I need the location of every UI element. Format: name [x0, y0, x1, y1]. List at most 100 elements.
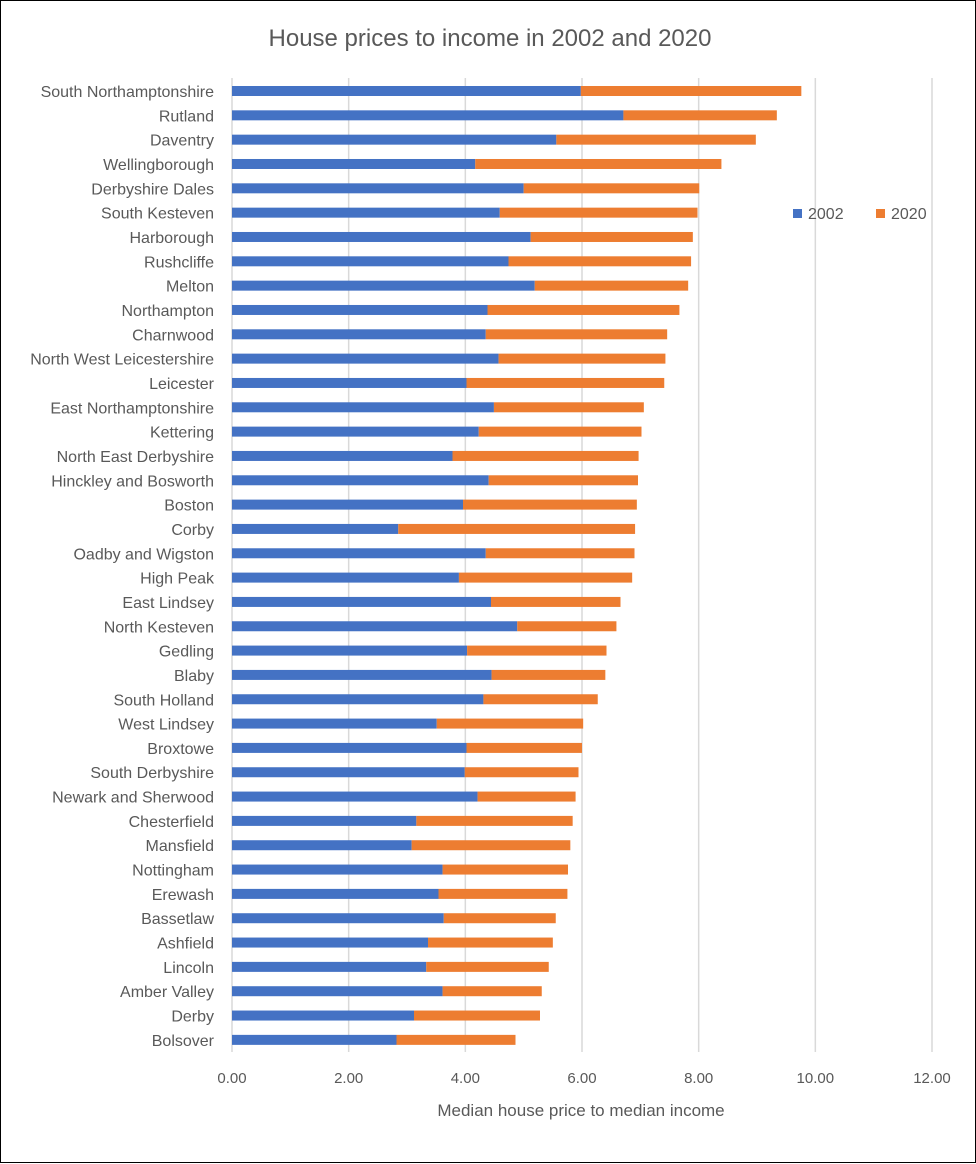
category-label: Derby	[171, 1009, 214, 1026]
bar-2002	[232, 183, 524, 194]
bar-2002	[232, 158, 476, 169]
bar-2020	[534, 280, 689, 291]
x-tick-label: 0.00	[217, 1070, 246, 1087]
category-label: Charnwood	[132, 327, 214, 344]
category-label: South Northamptonshire	[41, 84, 215, 101]
bar-2020	[463, 499, 637, 510]
bar-2020	[442, 864, 568, 875]
bar-2020	[477, 791, 576, 802]
bar-2020	[428, 937, 553, 948]
x-tick-label: 2.00	[334, 1070, 363, 1087]
bar-2002	[232, 110, 624, 121]
bar-2020	[398, 523, 636, 534]
bar-2002	[232, 329, 486, 340]
bar-2020	[426, 961, 549, 972]
bar-2020	[623, 110, 777, 121]
category-label: Nottingham	[132, 863, 214, 880]
bar-2002	[232, 256, 509, 267]
category-label: Gedling	[159, 644, 214, 661]
category-label: South Derbyshire	[90, 765, 214, 782]
bar-2020	[487, 304, 680, 315]
category-label: West Lindsey	[118, 717, 214, 734]
bar-2020	[483, 694, 598, 705]
bar-2020	[458, 572, 633, 583]
bar-2002	[232, 134, 557, 145]
bar-2002	[232, 840, 412, 851]
category-label: North Kesteven	[104, 619, 214, 636]
bar-2002	[232, 499, 463, 510]
category-label: North West Leicestershire	[30, 352, 214, 369]
x-tick-label: 10.00	[797, 1070, 835, 1087]
category-label: Daventry	[150, 133, 214, 150]
bar-2002	[232, 937, 428, 948]
bars	[232, 86, 802, 1045]
category-label: Boston	[164, 498, 214, 515]
x-tick-label: 8.00	[684, 1070, 713, 1087]
category-label: Blaby	[174, 668, 214, 685]
category-label: Bassetlaw	[141, 911, 214, 928]
bar-2020	[443, 913, 556, 924]
x-tick-label: 12.00	[913, 1070, 951, 1087]
bar-2020	[411, 840, 571, 851]
category-label: Ashfield	[157, 936, 214, 953]
bar-2002	[232, 426, 479, 437]
bar-2020	[498, 353, 666, 364]
category-label: Lincoln	[163, 960, 214, 977]
bar-2020	[466, 377, 665, 388]
category-label: East Northamptonshire	[50, 400, 214, 417]
bar-2020	[488, 475, 638, 486]
legend: 2002 2020	[793, 206, 927, 223]
bar-2020	[438, 888, 568, 899]
bar-2002	[232, 986, 443, 997]
x-tick-labels: 0.00 2.00 4.00 6.00 8.00 10.00 12.00	[217, 1070, 950, 1087]
category-label: Rushcliffe	[144, 254, 214, 271]
category-label: Northampton	[122, 303, 215, 320]
bar-2020	[517, 621, 617, 632]
bar-2020	[485, 548, 635, 559]
bar-2020	[523, 183, 700, 194]
bar-2020	[530, 231, 693, 242]
bar-2002	[232, 353, 499, 364]
legend-label: 2020	[891, 206, 927, 223]
bar-2002	[232, 402, 494, 413]
bar-2020	[491, 669, 606, 680]
x-tick-label: 4.00	[451, 1070, 480, 1087]
category-label: Oadby and Wigston	[73, 546, 214, 563]
chart-title: House prices to income in 2002 and 2020	[269, 25, 712, 52]
category-label: Newark and Sherwood	[52, 790, 214, 807]
bar-2020	[452, 450, 639, 461]
bar-2002	[232, 888, 439, 899]
bar-2002	[232, 86, 581, 96]
category-label: North East Derbyshire	[57, 449, 214, 466]
bar-2002	[232, 572, 459, 583]
category-label: Erewash	[152, 887, 214, 904]
category-label: Melton	[166, 279, 214, 296]
category-label: Wellingborough	[103, 157, 214, 174]
x-tick-label: 6.00	[567, 1070, 596, 1087]
bar-2020	[466, 742, 582, 753]
bar-2020	[499, 207, 698, 218]
category-label: Hinckley and Bosworth	[51, 473, 214, 490]
bar-2002	[232, 621, 518, 632]
bar-2020	[467, 645, 607, 656]
category-label: Broxtowe	[147, 741, 214, 758]
bar-2002	[232, 475, 489, 486]
bar-2002	[232, 1010, 414, 1021]
bar-2020	[580, 86, 802, 96]
bar-2002	[232, 1034, 397, 1045]
category-label: High Peak	[140, 571, 215, 588]
category-labels: South Northamptonshire Rutland Daventry Wel…	[30, 84, 215, 1050]
bar-2002	[232, 304, 488, 315]
bar-2002	[232, 694, 484, 705]
bar-2020	[414, 1010, 540, 1021]
bar-2002	[232, 596, 491, 607]
category-label: Mansfield	[146, 838, 214, 855]
bar-2002	[232, 548, 486, 559]
legend-swatch	[876, 209, 885, 218]
bar-2020	[556, 134, 756, 145]
category-label: Harborough	[130, 230, 215, 247]
x-axis-title: Median house price to median income	[437, 1101, 724, 1120]
bar-2002	[232, 718, 437, 729]
